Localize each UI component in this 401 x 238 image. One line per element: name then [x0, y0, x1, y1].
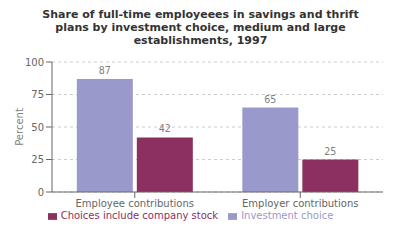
- html-text:plans by investment choice, me: plans by investment choice, medium and l…: [55, 21, 346, 34]
- svg-text:25: 25: [31, 154, 44, 165]
- svg-text:87: 87: [99, 65, 111, 76]
- html-text:Choices include company stock: Choices include company stock: [60, 210, 219, 221]
- svg-text:75: 75: [31, 89, 44, 100]
- svg-text:Employer contributions: Employer contributions: [242, 198, 358, 209]
- svg-text:100: 100: [25, 57, 44, 68]
- html-text:Investment choice: Investment choice: [241, 210, 334, 221]
- html-text:establishments, 1997: establishments, 1997: [133, 34, 268, 47]
- svg-text:65: 65: [264, 94, 276, 105]
- svg-text:0: 0: [38, 187, 44, 198]
- svg-text:25: 25: [324, 146, 336, 157]
- svg-text:50: 50: [31, 122, 44, 133]
- svg-text:Percent: Percent: [14, 108, 25, 146]
- svg-text:Employee contributions: Employee contributions: [75, 198, 194, 209]
- html-text:Share of full-time employeees: Share of full-time employeees in savings…: [42, 8, 359, 21]
- svg-text:42: 42: [159, 123, 171, 134]
